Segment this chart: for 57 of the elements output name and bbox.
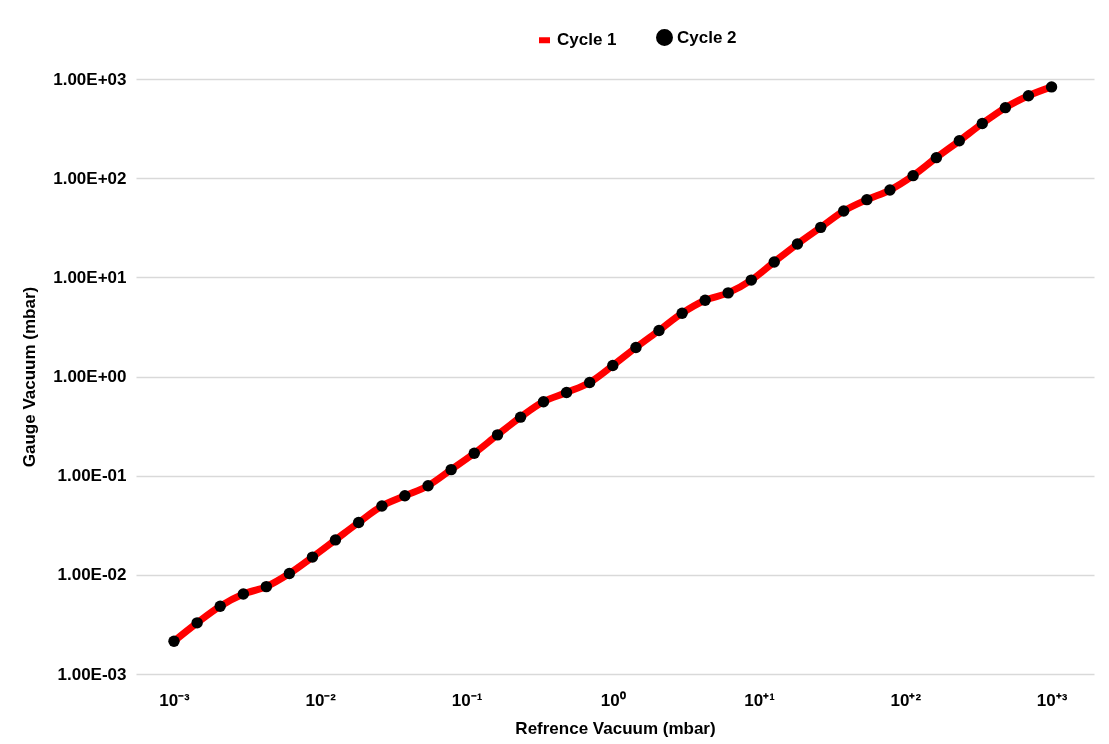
point <box>953 135 966 147</box>
point <box>399 490 411 502</box>
y-tick-label: 1.00E+00 <box>53 367 127 386</box>
y-tick-label: 1.00E+03 <box>53 69 127 89</box>
x-tick-label: 10⁺¹ <box>744 690 776 710</box>
point <box>376 500 388 512</box>
point <box>722 287 734 299</box>
point <box>422 480 434 492</box>
point <box>237 588 250 600</box>
point <box>745 274 757 286</box>
point <box>491 429 504 441</box>
point <box>260 580 273 593</box>
x-tick-label: 10⁰ <box>600 690 626 710</box>
y-axis-title: Gauge Vacuum (mbar) <box>20 286 40 468</box>
y-tick-label: 1.00E+01 <box>53 267 127 287</box>
x-axis-title: Refrence Vacuum (mbar) <box>515 718 716 738</box>
x-tick-label: 10⁻¹ <box>451 690 483 710</box>
point <box>861 193 873 206</box>
x-tick-label: 10⁻² <box>305 690 337 710</box>
point <box>815 221 827 234</box>
point <box>168 635 180 647</box>
point <box>1022 90 1035 102</box>
point <box>607 359 619 372</box>
point <box>329 534 342 546</box>
point <box>1045 81 1058 93</box>
point <box>976 117 988 130</box>
point <box>283 567 296 580</box>
point <box>699 294 711 306</box>
point <box>884 184 896 196</box>
point <box>630 341 642 354</box>
point <box>352 516 365 529</box>
point <box>445 463 457 476</box>
point <box>583 376 596 389</box>
point <box>768 256 780 268</box>
y-tick-label: 1.00E+02 <box>53 168 127 188</box>
x-tick-label: 10⁻³ <box>159 690 191 710</box>
point <box>468 447 480 460</box>
point <box>930 151 943 164</box>
point <box>560 386 573 399</box>
point <box>907 169 919 182</box>
point <box>837 205 850 217</box>
y-tick-label: 1.00E-02 <box>57 565 127 585</box>
x-tick-label: 10⁺² <box>890 690 922 710</box>
x-tick-label: 10⁺³ <box>1036 690 1068 710</box>
y-tick-label: 1.00E-01 <box>57 466 127 486</box>
point <box>514 411 527 423</box>
legend-label: Cycle 2 <box>677 27 737 47</box>
point <box>653 324 665 337</box>
point <box>214 600 226 612</box>
point <box>791 238 804 250</box>
y-tick-label: 1.00E-03 <box>57 664 127 684</box>
point <box>676 307 688 319</box>
point <box>306 551 319 563</box>
point <box>999 101 1012 114</box>
legend-label: Cycle 1 <box>557 30 617 50</box>
point <box>537 396 550 408</box>
point <box>191 617 203 629</box>
